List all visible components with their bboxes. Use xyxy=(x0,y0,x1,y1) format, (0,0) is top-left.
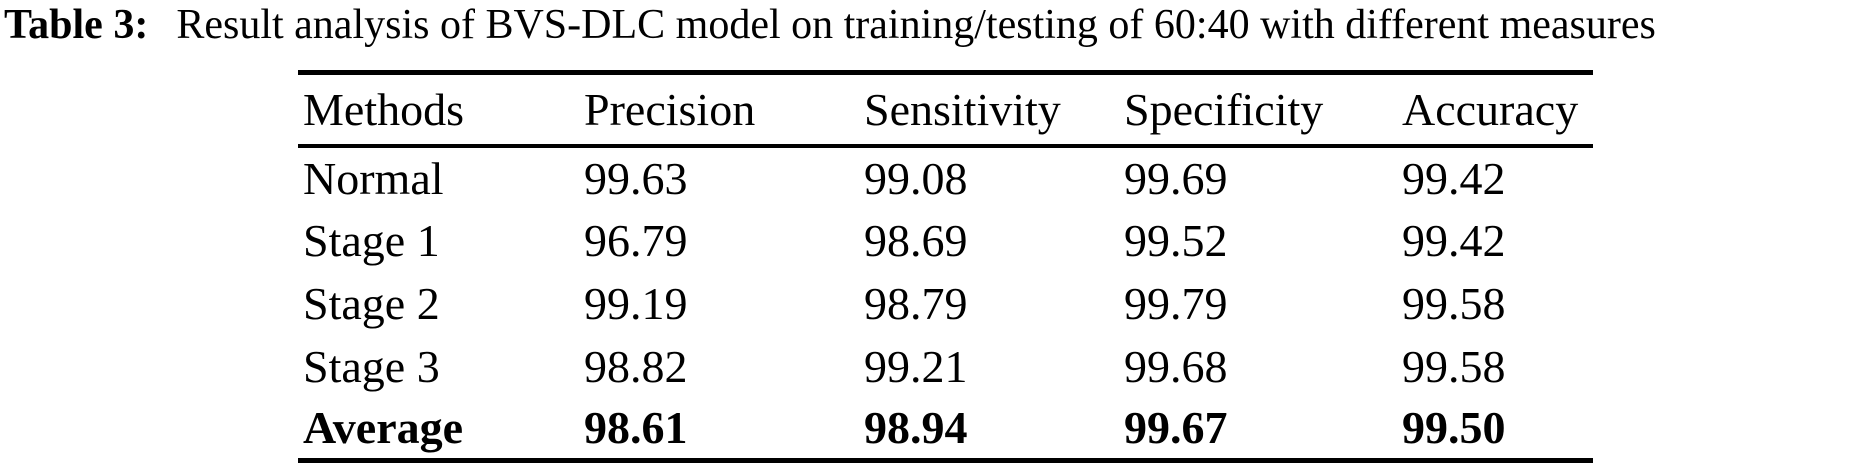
value-cell: 99.52 xyxy=(1124,214,1228,266)
value-cell: 98.69 xyxy=(864,214,968,266)
table-row-average: Average 98.61 98.94 99.67 99.50 xyxy=(298,398,1593,461)
method-cell: Stage 3 xyxy=(303,340,440,392)
column-header-methods: Methods xyxy=(298,72,584,148)
table-body: Normal 99.63 99.08 99.69 99.42 Stage 1 9… xyxy=(298,146,1593,461)
value-cell: 99.68 xyxy=(1124,340,1228,392)
results-table: Methods Precision Sensitivity Specificit… xyxy=(298,70,1593,463)
column-header-specificity: Specificity xyxy=(1124,72,1402,148)
column-header-accuracy: Accuracy xyxy=(1402,72,1593,148)
table-header-row: Methods Precision Sensitivity Specificit… xyxy=(298,72,1593,148)
table-caption: Table 3: Result analysis of BVS-DLC model… xyxy=(4,0,1656,50)
table-row-stage2: Stage 2 99.19 98.79 99.79 99.58 xyxy=(298,272,1593,335)
table-row-normal: Normal 99.63 99.08 99.69 99.42 xyxy=(298,146,1593,209)
value-cell: 99.79 xyxy=(1124,277,1228,329)
value-cell: 98.94 xyxy=(864,402,968,454)
column-header-precision: Precision xyxy=(584,72,864,148)
table-caption-text: Result analysis of BVS-DLC model on trai… xyxy=(176,2,1656,48)
method-cell: Stage 1 xyxy=(303,214,440,266)
value-cell: 99.67 xyxy=(1124,402,1228,454)
table-row-stage3: Stage 3 98.82 99.21 99.68 99.58 xyxy=(298,335,1593,398)
method-cell: Stage 2 xyxy=(303,277,440,329)
value-cell: 99.58 xyxy=(1402,340,1506,392)
value-cell: 99.63 xyxy=(584,152,688,204)
value-cell: 99.69 xyxy=(1124,152,1228,204)
value-cell: 98.61 xyxy=(584,402,688,454)
table-row-stage1: Stage 1 96.79 98.69 99.52 99.42 xyxy=(298,209,1593,272)
value-cell: 99.50 xyxy=(1402,402,1506,454)
table-caption-label: Table 3: xyxy=(4,2,149,48)
value-cell: 99.58 xyxy=(1402,277,1506,329)
value-cell: 99.42 xyxy=(1402,152,1506,204)
method-cell: Normal xyxy=(303,152,444,204)
value-cell: 99.42 xyxy=(1402,214,1506,266)
method-cell: Average xyxy=(303,402,464,454)
column-header-sensitivity: Sensitivity xyxy=(864,72,1124,148)
value-cell: 98.79 xyxy=(864,277,968,329)
value-cell: 99.21 xyxy=(864,340,968,392)
table-header: Methods Precision Sensitivity Specificit… xyxy=(298,72,1593,148)
value-cell: 99.08 xyxy=(864,152,968,204)
value-cell: 96.79 xyxy=(584,214,688,266)
value-cell: 98.82 xyxy=(584,340,688,392)
value-cell: 99.19 xyxy=(584,277,688,329)
